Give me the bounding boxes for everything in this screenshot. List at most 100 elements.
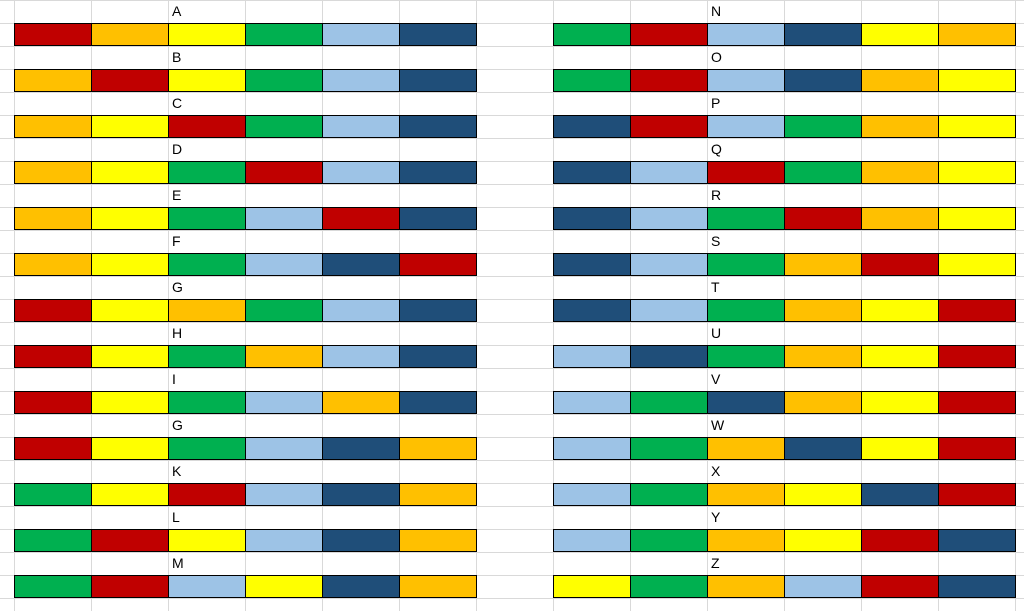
color-cell[interactable]	[168, 253, 246, 276]
color-cell[interactable]	[707, 23, 785, 46]
color-cell[interactable]	[938, 483, 1016, 506]
color-cell[interactable]	[784, 483, 862, 506]
color-cell[interactable]	[707, 437, 785, 460]
color-cell[interactable]	[938, 115, 1016, 138]
color-cell[interactable]	[91, 391, 169, 414]
color-cell[interactable]	[168, 69, 246, 92]
color-cell[interactable]	[14, 115, 92, 138]
color-cell[interactable]	[91, 69, 169, 92]
color-cell[interactable]	[91, 437, 169, 460]
color-cell[interactable]	[14, 299, 92, 322]
color-cell[interactable]	[322, 115, 400, 138]
color-cell[interactable]	[91, 529, 169, 552]
color-cell[interactable]	[168, 529, 246, 552]
color-cell[interactable]	[91, 483, 169, 506]
color-cell[interactable]	[630, 483, 708, 506]
color-cell[interactable]	[14, 69, 92, 92]
color-cell[interactable]	[91, 345, 169, 368]
color-cell[interactable]	[861, 115, 939, 138]
color-cell[interactable]	[322, 345, 400, 368]
color-cell[interactable]	[553, 483, 631, 506]
color-cell[interactable]	[553, 23, 631, 46]
color-cell[interactable]	[861, 575, 939, 598]
color-cell[interactable]	[399, 529, 477, 552]
color-cell[interactable]	[322, 575, 400, 598]
color-cell[interactable]	[861, 161, 939, 184]
color-cell[interactable]	[938, 391, 1016, 414]
color-cell[interactable]	[861, 253, 939, 276]
color-cell[interactable]	[399, 23, 477, 46]
color-cell[interactable]	[707, 161, 785, 184]
color-cell[interactable]	[168, 345, 246, 368]
color-cell[interactable]	[553, 575, 631, 598]
color-cell[interactable]	[168, 23, 246, 46]
color-cell[interactable]	[14, 391, 92, 414]
color-cell[interactable]	[784, 69, 862, 92]
color-cell[interactable]	[861, 23, 939, 46]
color-cell[interactable]	[399, 483, 477, 506]
color-cell[interactable]	[630, 345, 708, 368]
color-cell[interactable]	[938, 529, 1016, 552]
color-cell[interactable]	[861, 345, 939, 368]
color-cell[interactable]	[245, 391, 323, 414]
color-cell[interactable]	[707, 575, 785, 598]
color-cell[interactable]	[784, 299, 862, 322]
color-cell[interactable]	[14, 437, 92, 460]
color-cell[interactable]	[399, 345, 477, 368]
color-cell[interactable]	[168, 207, 246, 230]
color-cell[interactable]	[784, 345, 862, 368]
color-cell[interactable]	[630, 529, 708, 552]
color-cell[interactable]	[14, 529, 92, 552]
color-cell[interactable]	[553, 345, 631, 368]
color-cell[interactable]	[938, 345, 1016, 368]
color-cell[interactable]	[399, 299, 477, 322]
color-cell[interactable]	[245, 69, 323, 92]
color-cell[interactable]	[938, 207, 1016, 230]
color-cell[interactable]	[707, 115, 785, 138]
color-cell[interactable]	[14, 575, 92, 598]
color-cell[interactable]	[14, 207, 92, 230]
color-cell[interactable]	[245, 345, 323, 368]
color-cell[interactable]	[553, 115, 631, 138]
color-cell[interactable]	[322, 391, 400, 414]
color-cell[interactable]	[630, 161, 708, 184]
color-cell[interactable]	[630, 115, 708, 138]
color-cell[interactable]	[553, 391, 631, 414]
color-cell[interactable]	[707, 69, 785, 92]
color-cell[interactable]	[91, 23, 169, 46]
color-cell[interactable]	[91, 161, 169, 184]
color-cell[interactable]	[707, 299, 785, 322]
color-cell[interactable]	[938, 253, 1016, 276]
color-cell[interactable]	[399, 69, 477, 92]
color-cell[interactable]	[245, 437, 323, 460]
color-cell[interactable]	[245, 483, 323, 506]
color-cell[interactable]	[399, 575, 477, 598]
color-cell[interactable]	[553, 529, 631, 552]
color-cell[interactable]	[14, 23, 92, 46]
color-cell[interactable]	[322, 23, 400, 46]
color-cell[interactable]	[861, 529, 939, 552]
color-cell[interactable]	[938, 299, 1016, 322]
color-cell[interactable]	[861, 483, 939, 506]
color-cell[interactable]	[91, 207, 169, 230]
color-cell[interactable]	[784, 575, 862, 598]
color-cell[interactable]	[630, 437, 708, 460]
color-cell[interactable]	[322, 483, 400, 506]
color-cell[interactable]	[245, 253, 323, 276]
color-cell[interactable]	[553, 253, 631, 276]
color-cell[interactable]	[707, 529, 785, 552]
color-cell[interactable]	[553, 161, 631, 184]
color-cell[interactable]	[322, 437, 400, 460]
color-cell[interactable]	[861, 69, 939, 92]
color-cell[interactable]	[861, 391, 939, 414]
color-cell[interactable]	[14, 483, 92, 506]
color-cell[interactable]	[861, 437, 939, 460]
color-cell[interactable]	[938, 437, 1016, 460]
color-cell[interactable]	[630, 69, 708, 92]
color-cell[interactable]	[91, 575, 169, 598]
color-cell[interactable]	[168, 115, 246, 138]
color-cell[interactable]	[630, 253, 708, 276]
color-cell[interactable]	[553, 437, 631, 460]
color-cell[interactable]	[553, 207, 631, 230]
color-cell[interactable]	[707, 483, 785, 506]
